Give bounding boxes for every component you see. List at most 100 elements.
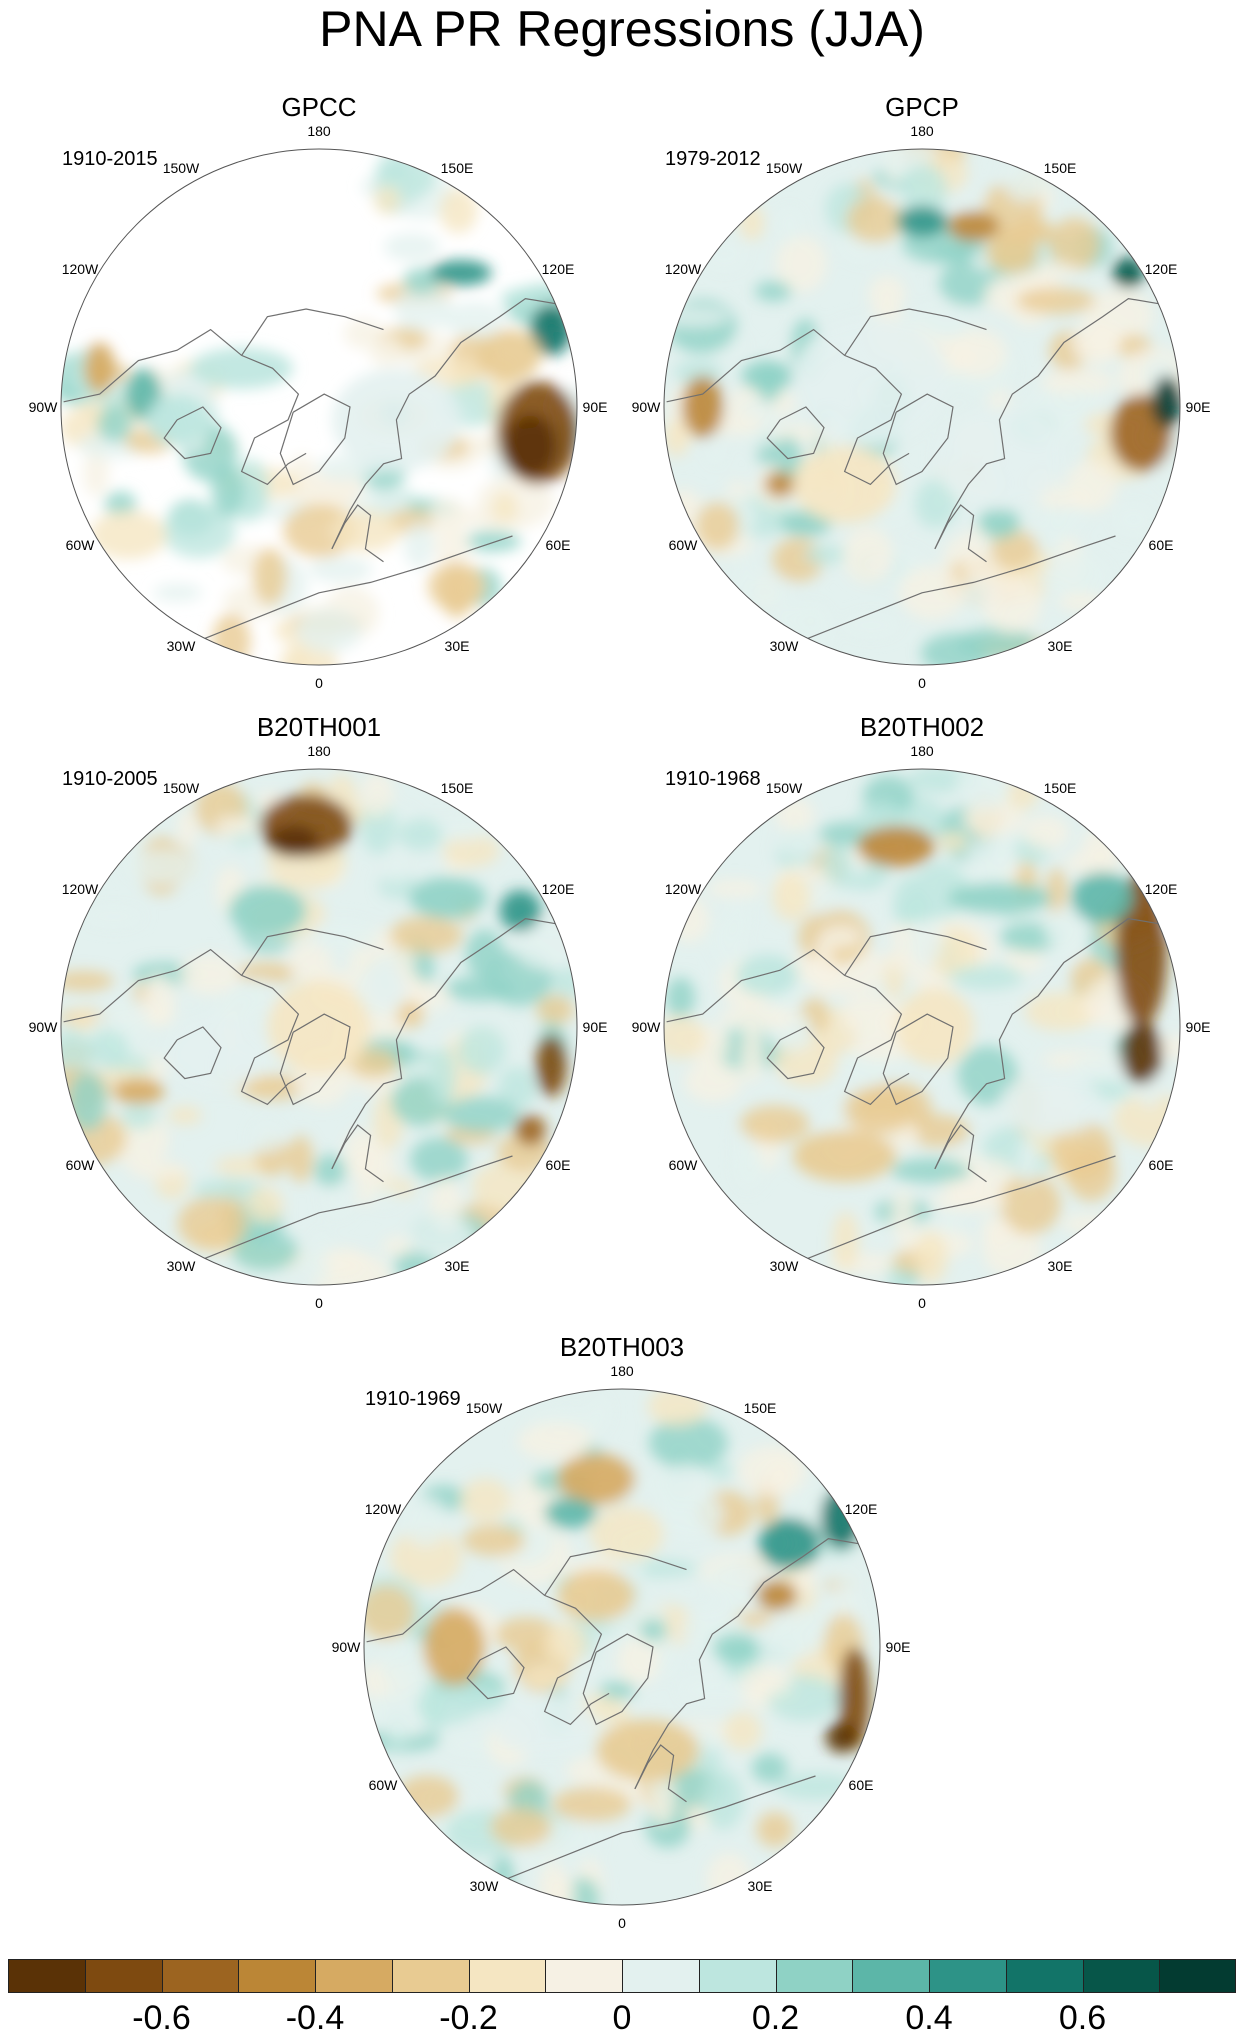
field-patch xyxy=(1082,827,1121,863)
field-patch xyxy=(498,1066,537,1111)
coastline xyxy=(366,1568,610,1726)
longitude-label: 30E xyxy=(444,638,470,654)
longitude-label: 120E xyxy=(1144,881,1178,897)
field-patch xyxy=(460,1478,511,1523)
colorbar-cell xyxy=(315,1959,392,1993)
anomaly-blob xyxy=(112,1078,165,1105)
colorbar-cell xyxy=(929,1959,1006,1993)
field-patch xyxy=(523,1666,566,1687)
field-patch xyxy=(998,1174,1061,1235)
field-patch xyxy=(212,613,251,665)
anomaly-blob xyxy=(793,445,897,524)
field-patch xyxy=(739,1027,764,1083)
field-patch xyxy=(665,977,696,1018)
longitude-label: 150E xyxy=(440,780,474,796)
longitude-label: 120W xyxy=(364,1501,402,1517)
longitude-label: 90W xyxy=(331,1639,361,1655)
panel-gpcc: GPCC 1910-2015 180 150E 120E 90E 60E 30E 0 30W 6… xyxy=(17,92,621,712)
field-patch xyxy=(914,479,958,529)
field-patch xyxy=(176,809,198,848)
anomaly-blob xyxy=(504,414,557,477)
anomaly-blob xyxy=(825,1721,857,1753)
anomaly-blob xyxy=(544,1497,597,1529)
field-patch xyxy=(1017,1137,1039,1185)
field-patch xyxy=(398,818,443,851)
colorbar-tick-label: 0.6 xyxy=(1058,1999,1107,2037)
field-patch xyxy=(129,1161,188,1179)
field-patch xyxy=(379,1635,437,1690)
field-patch xyxy=(1024,992,1099,1032)
field-patch xyxy=(368,334,405,367)
colorbar-tick-label: -0.4 xyxy=(285,1999,345,2037)
field-patch xyxy=(1005,776,1039,810)
field-patch xyxy=(179,953,241,995)
period-label: 1910-2015 xyxy=(62,148,158,170)
panel-b20th003: B20TH003 1910-1969 180 150E 120E 90E 60E 30E 0… xyxy=(320,1332,924,1952)
field-patch xyxy=(775,235,827,293)
longitude-label: 150W xyxy=(162,160,200,176)
anomaly-blob xyxy=(190,347,294,389)
field-patch xyxy=(517,1422,594,1461)
field-patch xyxy=(373,185,401,215)
colorbar-cell xyxy=(161,1959,239,1993)
field-patch xyxy=(704,431,727,467)
anomaly-blob xyxy=(267,980,371,1074)
anomaly-blob xyxy=(793,1130,897,1182)
field-patch xyxy=(445,976,515,1002)
field-patch xyxy=(494,1616,558,1653)
field-patch xyxy=(443,1096,519,1134)
panel-gpcp: GPCP 1979-2012 180 150E 120E 90E 60E 30E 0 30W 6… xyxy=(620,92,1224,712)
anomaly-blob xyxy=(896,205,948,237)
field-patch xyxy=(295,609,362,653)
longitude-label: 30E xyxy=(1047,1258,1073,1274)
colorbar-cell xyxy=(238,1959,315,1993)
longitude-label: 120E xyxy=(541,881,575,897)
field-patch xyxy=(842,526,893,584)
longitude-label: 60W xyxy=(65,1157,95,1173)
coastline xyxy=(766,1026,825,1080)
longitude-label: 150W xyxy=(765,160,803,176)
field-patch xyxy=(754,281,792,302)
field-patch xyxy=(590,1506,664,1562)
field-patch xyxy=(567,1877,600,1905)
coastline xyxy=(466,1646,525,1700)
coastline xyxy=(505,1775,816,1880)
field-patch xyxy=(953,187,986,210)
field-patch xyxy=(890,1158,971,1183)
longitude-label: 30E xyxy=(1047,638,1073,654)
anomaly-blob xyxy=(947,882,1051,914)
anomaly-blob xyxy=(454,1685,506,1712)
coastline xyxy=(544,1548,687,1596)
field-patch xyxy=(820,925,862,948)
colorbar xyxy=(8,1959,1236,1993)
field-patch xyxy=(83,448,110,497)
field-patch xyxy=(161,504,236,559)
field-patch xyxy=(616,1637,660,1685)
anomaly-blob xyxy=(164,1014,268,1092)
anomaly-blob xyxy=(999,1073,1103,1136)
field-patch xyxy=(701,1770,744,1830)
coastline xyxy=(331,297,557,550)
field-patch xyxy=(287,1135,314,1183)
anomaly-blob xyxy=(499,890,541,932)
longitude-label: 0 xyxy=(618,1915,626,1931)
map-rim xyxy=(363,1388,881,1906)
longitude-label: 0 xyxy=(918,1295,926,1311)
longitude-label: 90E xyxy=(582,1019,608,1035)
field-patch xyxy=(769,603,826,635)
field-patch xyxy=(320,1182,355,1219)
longitude-label: 120W xyxy=(664,261,702,277)
longitude-label: 90W xyxy=(631,399,661,415)
anomaly-blob xyxy=(741,360,793,392)
anomaly-blob xyxy=(423,1608,486,1686)
coastline xyxy=(844,308,987,356)
longitude-label: 60E xyxy=(848,1777,874,1793)
field-patch xyxy=(251,1120,284,1154)
anomaly-blob xyxy=(429,259,492,286)
field-patch xyxy=(427,561,486,611)
field-patch xyxy=(843,1085,916,1134)
field-patch xyxy=(955,769,1010,812)
field-patch xyxy=(833,1566,863,1594)
colorbar-tick-label: 0.2 xyxy=(751,1999,800,2037)
coastline xyxy=(241,928,384,976)
